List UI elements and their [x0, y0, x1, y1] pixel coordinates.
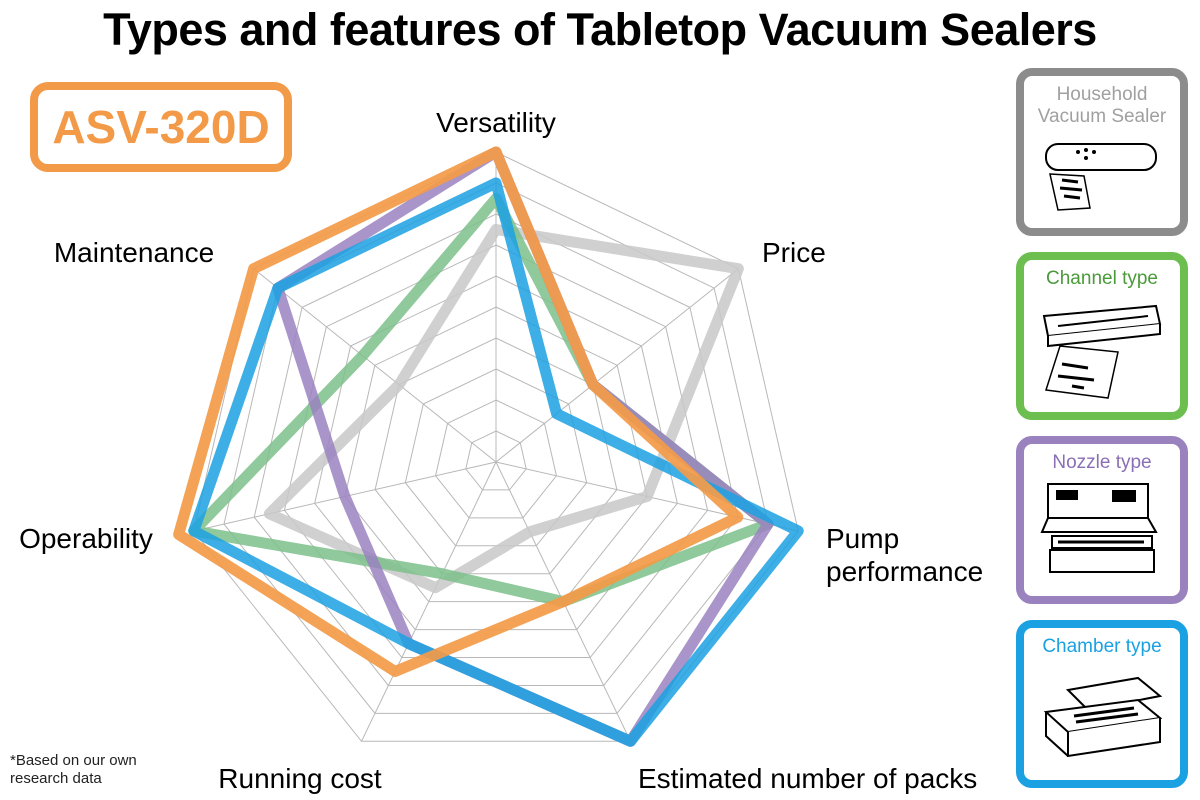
grid-ring — [435, 399, 557, 519]
axis-label: Estimated number of packs — [638, 763, 977, 794]
grid-ring — [374, 337, 618, 575]
grid-ring — [283, 244, 709, 659]
axis-label: Versatility — [436, 107, 556, 138]
legend-label-nozzle: Nozzle type — [1052, 452, 1152, 473]
axis-spoke — [253, 268, 497, 463]
axis-label: Maintenance — [54, 237, 214, 268]
legend-label-channel: Channel type — [1046, 268, 1158, 289]
page-title: Types and features of Tabletop Vacuum Se… — [103, 4, 1097, 55]
legend-card-household: Household Vacuum Sealer — [1016, 68, 1188, 236]
series-line-asv-320d — [173, 146, 744, 677]
axis-spoke — [495, 268, 739, 463]
legend-label-household: Household Vacuum Sealer — [1037, 84, 1167, 127]
legend-card-channel: Channel type — [1016, 252, 1188, 420]
legend-label-chamber: Chamber type — [1042, 636, 1162, 657]
legend-card-chamber: Chamber type — [1016, 620, 1188, 788]
nozzle-sealer-icon — [1040, 483, 1158, 573]
household-sealer-icon — [1045, 143, 1157, 211]
chamber-sealer-icon — [1043, 676, 1163, 758]
channel-sealer-icon — [1042, 304, 1162, 399]
model-badge: ASV-320D — [30, 82, 292, 172]
axis-label: Operability — [19, 523, 153, 554]
grid-ring — [344, 306, 648, 603]
axis-spoke — [361, 461, 497, 742]
series-line-chamber-type — [188, 177, 804, 747]
axis-label: Running cost — [218, 763, 382, 794]
axis-label: Price — [762, 237, 826, 268]
grid-ring — [465, 430, 527, 491]
model-label: ASV-320D — [52, 101, 270, 153]
axis-label: Pump performance — [826, 523, 983, 587]
series-line-household-vacuum-sealer — [263, 224, 744, 594]
radar-chart: Versatility Price Pump performance Estimated… — [19, 107, 983, 794]
footnote: *Based on our own research data — [10, 752, 137, 787]
legend-card-nozzle: Nozzle type — [1016, 436, 1188, 604]
